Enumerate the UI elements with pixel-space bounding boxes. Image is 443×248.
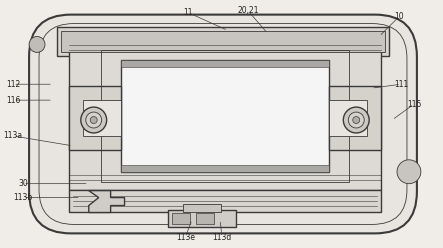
Bar: [330, 86, 381, 150]
Text: 11: 11: [183, 8, 193, 17]
Bar: [57, 27, 389, 56]
Text: 112: 112: [6, 80, 20, 89]
Text: 113d: 113d: [212, 233, 232, 242]
Circle shape: [353, 117, 360, 124]
Bar: [196, 213, 214, 224]
Bar: [61, 31, 385, 52]
FancyBboxPatch shape: [29, 15, 417, 233]
Circle shape: [343, 107, 369, 133]
Bar: [101, 50, 349, 182]
Bar: [120, 165, 330, 172]
Circle shape: [81, 107, 107, 133]
Circle shape: [90, 117, 97, 124]
Bar: [120, 60, 330, 172]
Bar: [69, 86, 120, 150]
Text: 116: 116: [6, 96, 20, 105]
Text: 20,21: 20,21: [237, 6, 259, 15]
Bar: [120, 60, 330, 67]
Text: 30: 30: [18, 179, 28, 188]
Bar: [168, 210, 236, 227]
Polygon shape: [89, 191, 124, 213]
Text: 113b: 113b: [13, 193, 33, 202]
Text: 115: 115: [407, 100, 421, 109]
Circle shape: [348, 112, 364, 128]
Text: 113e: 113e: [176, 233, 195, 242]
Bar: [330, 100, 367, 136]
Circle shape: [29, 36, 45, 52]
Bar: [69, 42, 381, 190]
Circle shape: [397, 160, 421, 184]
Bar: [83, 100, 120, 136]
Text: 111: 111: [394, 80, 408, 89]
Bar: [172, 213, 190, 224]
Circle shape: [86, 112, 102, 128]
Bar: [183, 204, 221, 212]
Text: 10: 10: [394, 12, 404, 21]
Text: 113a: 113a: [4, 131, 23, 140]
Bar: [69, 190, 381, 212]
